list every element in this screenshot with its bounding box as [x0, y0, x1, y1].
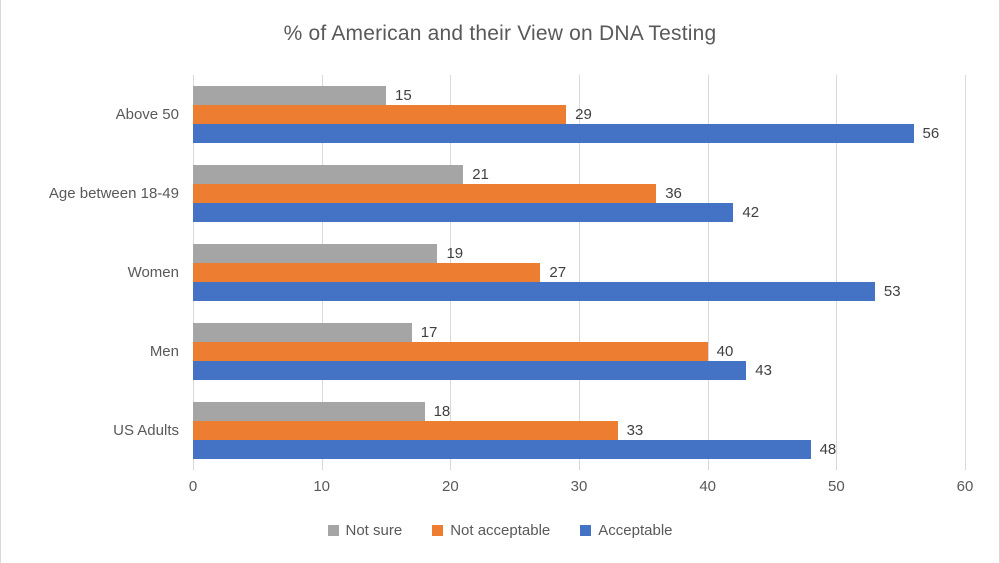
legend-label: Acceptable	[598, 522, 673, 539]
bar-acceptable	[193, 203, 734, 222]
bar-row: 56	[193, 124, 965, 143]
legend-swatch-icon	[432, 525, 444, 536]
bar-group-3: 17 40 43	[193, 312, 965, 391]
category-label: US Adults	[113, 422, 179, 439]
bar-value-label: 17	[420, 324, 438, 341]
bar-value-label: 15	[395, 87, 412, 104]
bar-row: 19	[193, 244, 965, 263]
bar-row: 27	[193, 263, 965, 282]
legend-swatch-icon	[327, 525, 339, 536]
x-tick-label: 30	[570, 478, 588, 495]
bar-value-label: 53	[883, 283, 901, 300]
gridline-50	[836, 75, 838, 470]
gridline-60	[965, 75, 966, 470]
bar-row: 42	[193, 203, 965, 222]
bar-value-label: 27	[549, 264, 567, 281]
x-tick-label: 10	[313, 478, 330, 495]
category-label: Women	[127, 264, 179, 281]
bar-value-label: 56	[922, 125, 940, 142]
bar-not-sure	[193, 402, 425, 421]
chart-title: % of American and their View on DNA Test…	[283, 22, 717, 45]
legend-swatch-icon	[580, 525, 592, 536]
bar-not-acceptable	[193, 342, 708, 361]
bar-row: 15	[193, 86, 965, 105]
legend-item-not-acceptable: Not acceptable	[432, 522, 550, 539]
bar-row: 43	[193, 361, 965, 380]
x-tick-label: 20	[441, 478, 459, 495]
bar-row: 36	[193, 184, 965, 203]
bar-row: 17	[193, 323, 965, 342]
bar-value-label: 19	[446, 245, 464, 262]
bar-not-acceptable	[193, 105, 567, 124]
bar-value-label: 48	[819, 441, 837, 458]
bar-value-label: 40	[716, 343, 734, 360]
gridline-30	[579, 75, 580, 470]
bar-groups: 15 29 56 21 36 42 19 27 53 17 40 43 18 33 48	[193, 75, 965, 470]
category-label: Men	[149, 343, 179, 360]
bar-value-label: 42	[742, 204, 760, 221]
bar-row: 29	[193, 105, 965, 124]
gridline-40	[707, 75, 709, 470]
bar-acceptable	[193, 124, 914, 143]
bar-row: 18	[193, 402, 965, 421]
legend-item-acceptable: Acceptable	[580, 522, 673, 539]
legend-label: Not sure	[345, 522, 403, 539]
legend: Not sure Not acceptable Acceptable	[1, 522, 999, 539]
bar-not-acceptable	[193, 184, 657, 203]
bar-value-label: 33	[626, 422, 644, 439]
bar-not-sure	[193, 86, 386, 105]
x-axis-tick-labels: 0 10 20 30 40 50 60	[189, 478, 974, 498]
x-tick-label: 0	[188, 478, 198, 495]
bar-not-acceptable	[193, 263, 541, 282]
bar-not-sure	[193, 165, 464, 184]
bar-row: 40	[193, 342, 965, 361]
x-tick-label: 50	[827, 478, 845, 495]
bar-not-acceptable	[193, 421, 618, 440]
bar-row: 33	[193, 421, 965, 440]
bar-acceptable	[193, 282, 875, 301]
legend-item-not-sure: Not sure	[327, 522, 403, 539]
bar-not-sure	[193, 244, 438, 263]
bar-value-label: 36	[665, 185, 682, 202]
bar-acceptable	[193, 361, 747, 380]
bar-value-label: 29	[575, 106, 592, 123]
bar-value-label: 21	[472, 166, 489, 183]
bar-group-1: 21 36 42	[193, 154, 965, 233]
legend-label: Not acceptable	[450, 522, 551, 539]
bar-not-sure	[193, 323, 412, 342]
category-label: Above 50	[115, 106, 179, 123]
x-tick-label: 40	[699, 478, 716, 495]
bar-group-4: 18 33 48	[193, 391, 965, 470]
category-label: Age between 18-49	[48, 185, 179, 202]
bar-value-label: 18	[433, 403, 451, 420]
x-tick-label: 60	[956, 478, 974, 495]
bar-group-0: 15 29 56	[193, 75, 965, 154]
plot-area: 15 29 56 21 36 42 19 27 53 17 40 43 18 33 48	[193, 75, 966, 470]
y-axis-category-labels: Above 50 Age between 18-49 Women Men US Adul…	[1, 75, 179, 470]
bar-acceptable	[193, 440, 811, 459]
bar-row: 48	[193, 440, 965, 459]
bar-row: 21	[193, 165, 965, 184]
bar-row: 53	[193, 282, 965, 301]
bar-group-2: 19 27 53	[193, 233, 965, 312]
bar-value-label: 43	[755, 362, 772, 379]
